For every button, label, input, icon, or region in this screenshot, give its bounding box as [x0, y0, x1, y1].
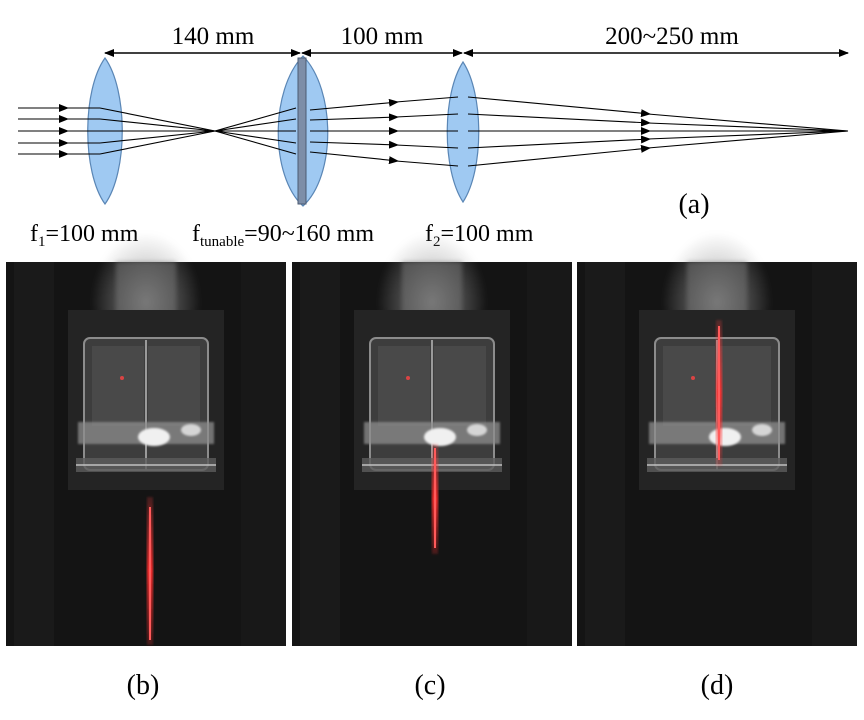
panel-label-d: (d) [701, 670, 734, 701]
lens-label-tunable-subscript: tunable [200, 234, 244, 250]
lens-label-f1-subscript: 1 [38, 234, 46, 250]
dimension-label-140mm: 140 mm [172, 23, 255, 50]
ray-bundle [18, 96, 849, 167]
panel-label-a: (a) [678, 189, 709, 220]
lens-label-tunable-symbol: f [192, 221, 200, 247]
dimension-label-100mm: 100 mm [341, 23, 424, 50]
lens-label-tunable-value: =90~160 mm [244, 221, 374, 247]
lens-f2 [446, 60, 480, 204]
panel-label-b: (b) [127, 670, 160, 701]
photo-d [577, 232, 857, 646]
photo-b [6, 232, 286, 646]
lens-label-tunable: ftunable=90~160 mm [192, 221, 374, 250]
lens-label-f1-symbol: f [30, 221, 38, 247]
panel-label-c: (c) [414, 670, 445, 701]
tunable-element-bar [297, 57, 307, 205]
optical-layout-diagram: 140 mm 100 mm 200~250 mm [18, 23, 849, 250]
dimension-label-200-250mm: 200~250 mm [605, 23, 739, 50]
photo-c [292, 232, 572, 646]
